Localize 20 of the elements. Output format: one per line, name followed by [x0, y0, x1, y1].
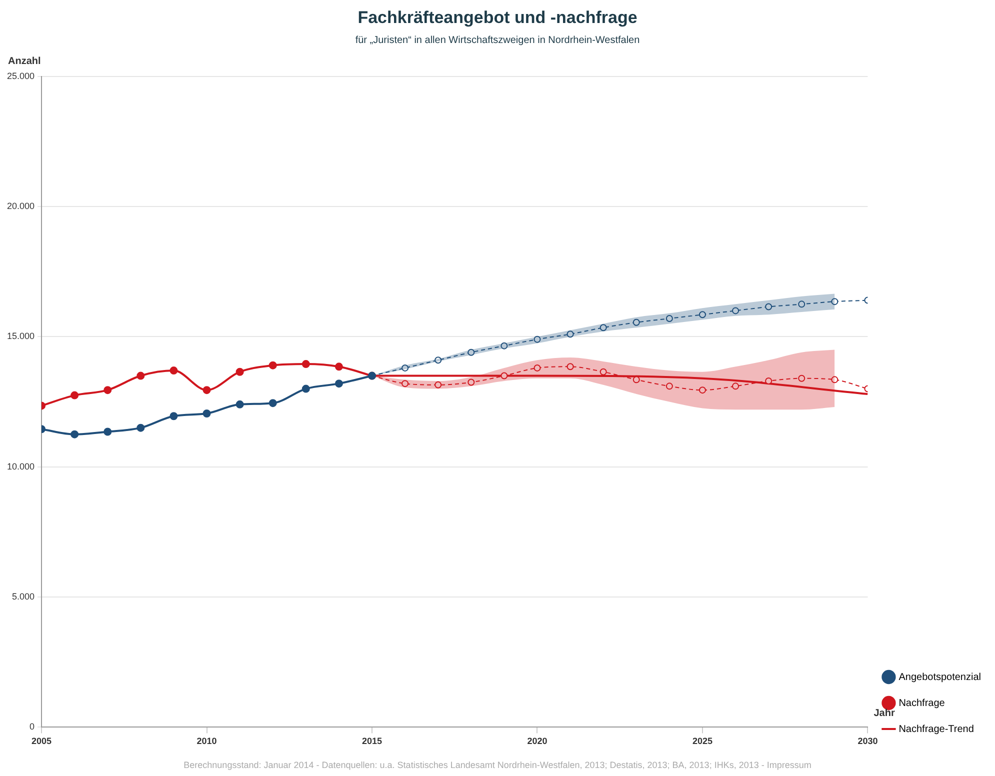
y-tick-label: 0 [30, 722, 35, 732]
y-tick-label: 25.000 [6, 70, 35, 81]
x-tick-label: 2020 [527, 736, 548, 746]
legend-label: Nachfrage-Trend [898, 724, 974, 735]
y-tick-label: 15.000 [6, 331, 35, 342]
x-tick-label: 2010 [196, 736, 217, 746]
y-axis-title: Anzahl [8, 56, 41, 68]
x-axis-title: Jahr [874, 708, 895, 719]
legend-label: Nachfrage [898, 698, 946, 709]
x-tick-label: 2030 [858, 736, 878, 746]
y-tick-label: 20.000 [6, 201, 35, 212]
text: Berechnungsstand: Januar 2014 - Datenquellen: u.a. Statistisches Landesamt Nordrhein-Westfalen, 2013; Destatis, 2013; BA, 2013; IHKs, 2013 - Impressum [184, 760, 812, 770]
chart-subtitle: für „Juristen“ in allen Wirtschaftszweigen in Nordrhein-Westfalen [355, 35, 640, 46]
x-tick-label: 2005 [32, 736, 52, 746]
legend-label: Angebotspotenzial [898, 672, 982, 683]
chart-title: Fachkräfteangebot und -nachfrage [358, 8, 638, 27]
x-tick-label: 2015 [362, 736, 382, 746]
x-tick-label: 2025 [692, 736, 712, 746]
y-tick-label: 5.000 [12, 592, 35, 602]
y-tick-label: 10.000 [6, 461, 35, 472]
